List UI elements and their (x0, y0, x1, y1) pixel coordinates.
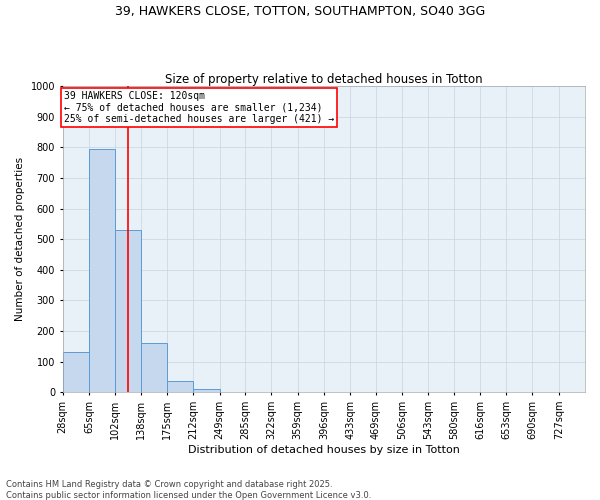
Bar (62, 352, 89, 393)
X-axis label: Distribution of detached houses by size in Totton: Distribution of detached houses by size … (188, 445, 460, 455)
Bar (115, 230, 141, 392)
Bar (89, 149, 115, 392)
Bar (193, 388, 220, 392)
Text: 39, HAWKERS CLOSE, TOTTON, SOUTHAMPTON, SO40 3GG: 39, HAWKERS CLOSE, TOTTON, SOUTHAMPTON, … (115, 5, 485, 18)
Y-axis label: Number of detached properties: Number of detached properties (15, 157, 25, 321)
Bar (167, 381, 193, 392)
Text: Contains HM Land Registry data © Crown copyright and database right 2025.
Contai: Contains HM Land Registry data © Crown c… (6, 480, 371, 500)
Text: 39 HAWKERS CLOSE: 120sqm
← 75% of detached houses are smaller (1,234)
25% of sem: 39 HAWKERS CLOSE: 120sqm ← 75% of detach… (64, 90, 334, 124)
Title: Size of property relative to detached houses in Totton: Size of property relative to detached ho… (165, 73, 482, 86)
Bar (141, 344, 167, 392)
